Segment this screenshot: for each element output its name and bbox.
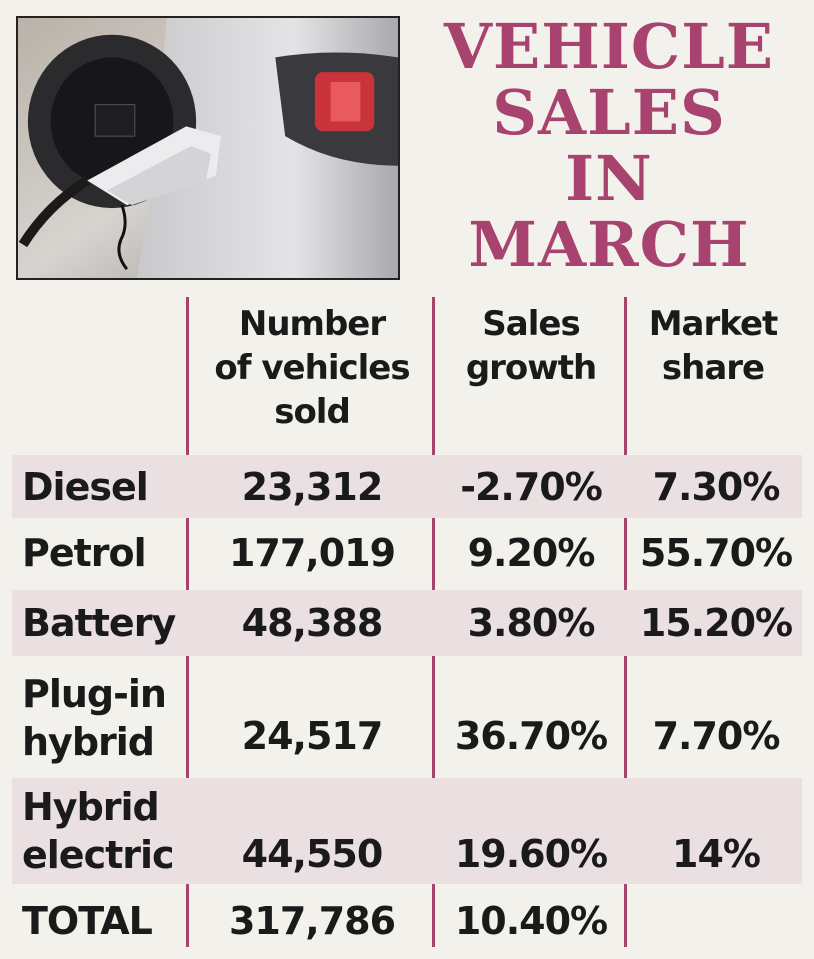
header-market-share: Market share [628,302,798,390]
cell-sales-growth: 10.40% [454,899,608,943]
header-number-sold: Number of vehicles sold [192,302,432,434]
cell-sales-growth: 9.20% [467,531,596,575]
row-label-line: Battery [22,601,176,645]
row-label-line: Petrol [22,531,147,575]
row-label: Battery [22,590,192,656]
row-label-line: TOTAL [22,899,153,943]
row-label: Petrol [22,520,192,586]
table-row-plug-in-hybrid: Plug-in hybrid 24,517 36.70% 7.70% [12,662,802,774]
cell-sales-growth: 36.70% [454,714,608,758]
row-label: TOTAL [22,888,192,954]
header-line: share [661,348,765,388]
ev-charger-icon [18,18,398,278]
header-line: Number [238,304,386,344]
header-line: growth [465,348,597,388]
row-label-line: Plug-in [22,672,167,716]
cell-sales-growth: 3.80% [467,601,596,645]
row-label-line: electric [22,833,175,877]
header-line: of vehicles [214,348,410,388]
cell-number-sold: 24,517 [241,714,384,758]
header-line: Sales [482,304,580,344]
cell-market-share: 7.30% [652,464,781,509]
cell-market-share: 15.20% [639,601,793,645]
cell-market-share: 55.70% [639,531,793,575]
cell-market-share: 14% [672,832,761,876]
table-row-battery: Battery 48,388 3.80% 15.20% [12,590,802,656]
table-row-total: TOTAL 317,786 10.40% [12,888,802,954]
cell-sales-growth: -2.70% [460,464,603,509]
header-line: sold [274,392,351,432]
row-label-line: hybrid [22,720,155,764]
row-label: Hybrid electric [22,778,192,884]
table-row-petrol: Petrol 177,019 9.20% 55.70% [12,520,802,586]
cell-number-sold: 44,550 [241,832,384,876]
row-label: Plug-in hybrid [22,662,192,774]
cell-number-sold: 48,388 [241,601,384,645]
cell-sales-growth: 19.60% [454,832,608,876]
cell-number-sold: 23,312 [241,464,384,509]
headline: VEHICLE SALES IN MARCH [410,14,808,278]
cell-number-sold: 177,019 [228,531,396,575]
row-label-line: Hybrid [22,785,160,829]
table-row-diesel: Diesel 23,312 -2.70% 7.30% [12,455,802,518]
row-label: Diesel [22,455,192,518]
cell-market-share: 7.70% [652,714,781,758]
cell-market-share [630,888,802,954]
header-sales-growth: Sales growth [436,302,626,390]
headline-line: VEHICLE [443,10,775,83]
row-label-line: Diesel [22,464,149,509]
headline-line: MARCH [468,208,750,281]
header-line: Market [648,304,779,344]
headline-line: SALES [492,76,726,149]
cell-number-sold: 317,786 [228,899,396,943]
ev-charger-photo [16,16,400,280]
table-row-hybrid-electric: Hybrid electric 44,550 19.60% 14% [12,778,802,884]
headline-line: IN [565,142,653,215]
